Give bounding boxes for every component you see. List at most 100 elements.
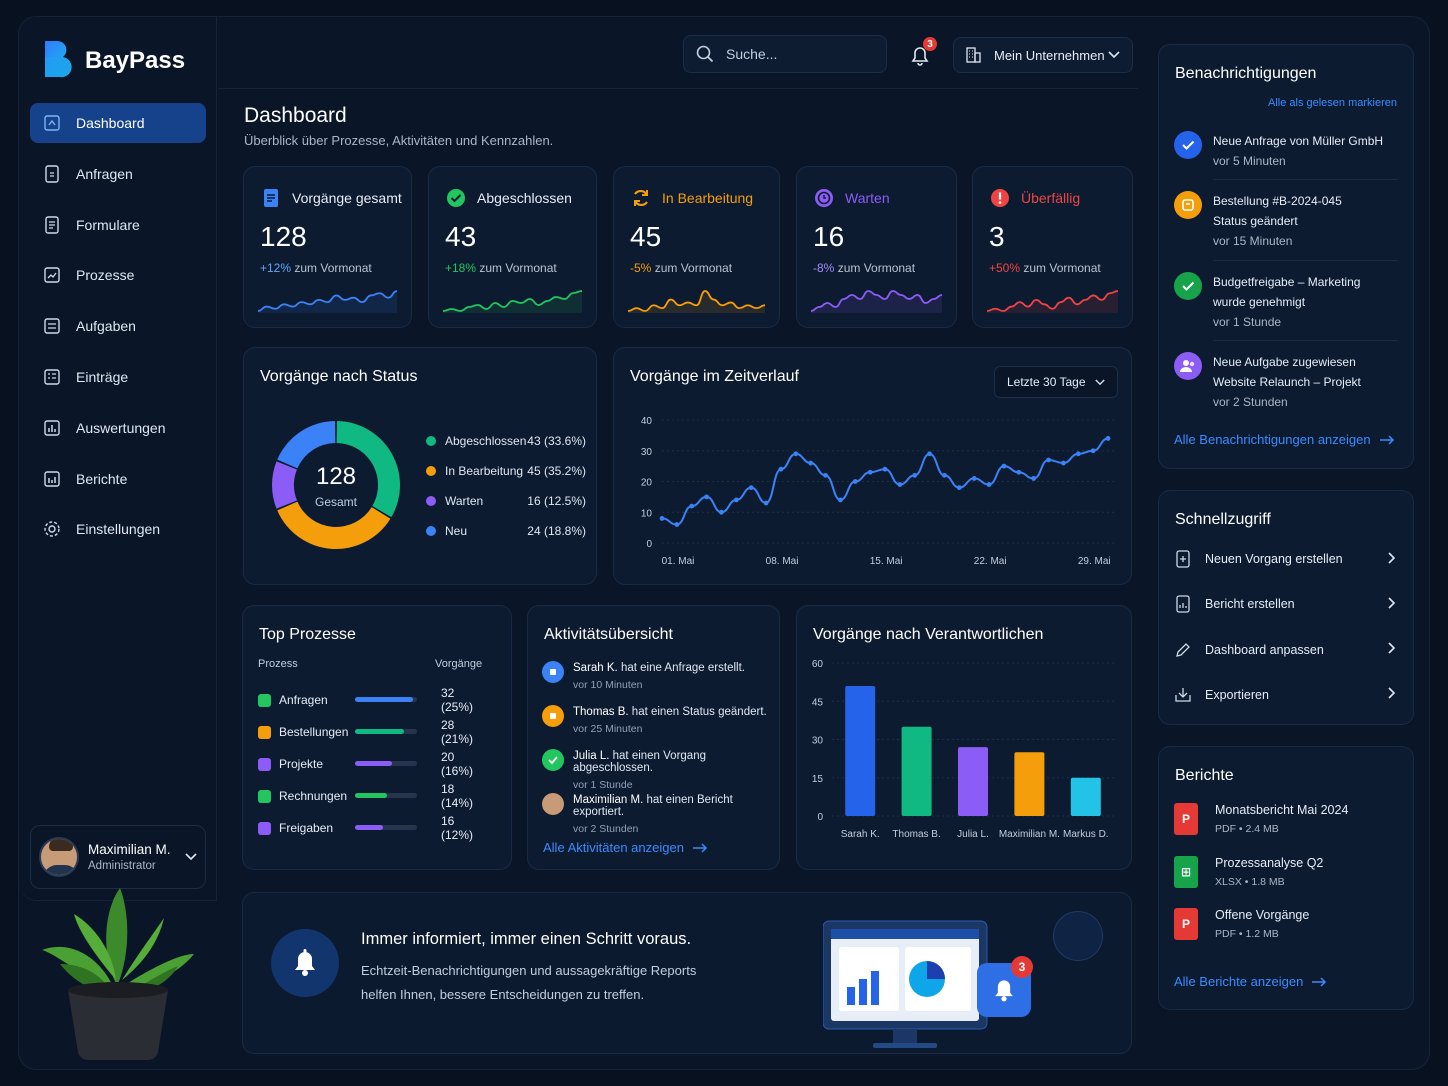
all-notifications-link[interactable]: Alle Benachrichtigungen anzeigen [1174,432,1395,447]
sidebar-item-auswertungen[interactable]: Auswertungen [30,408,206,448]
legend-dot [426,436,436,446]
x-tick-label: 22. Mai [974,556,1007,567]
y-tick-label: 30 [641,447,653,458]
kpi-card-4[interactable]: Warten 16 -8% zum Vormonat [796,166,957,328]
y-tick-label: 30 [812,736,824,747]
kpi-change: +50% zum Vormonat [989,261,1101,275]
timeline-point [763,500,769,506]
kpi-card-1[interactable]: Vorgänge gesamt 128 +12% zum Vormonat [243,166,412,328]
sidebar-item-einstellungen[interactable]: Einstellungen [30,509,206,549]
form-icon [42,215,62,235]
timeline-card-title: Vorgänge im Zeitverlauf [630,368,799,385]
timeline-point [956,485,962,491]
process-icon [258,725,271,739]
table-row[interactable]: Freigaben 16 (12%) [258,814,488,842]
kpi-change-suffix: zum Vormonat [654,261,733,275]
activity-item[interactable]: Maximilian M. hat einen Bericht exportie… [542,793,777,835]
kpi-change-value: -5% [630,261,652,275]
company-selector[interactable]: Mein Unternehmen [953,37,1133,73]
pdf-file-icon: P [1174,908,1198,940]
quick-action-4[interactable]: Exportieren [1174,680,1400,710]
mark-all-read-link[interactable]: Alle als gelesen markieren [1267,97,1397,109]
all-reports-link[interactable]: Alle Berichte anzeigen [1174,974,1327,989]
report-item[interactable]: ⊞ Prozessanalyse Q2 XLSX • 1.8 MB [1174,855,1323,888]
sidebar-item-einträge[interactable]: Einträge [30,357,206,397]
kpi-card-3[interactable]: In Bearbeitung 45 -5% zum Vormonat [613,166,780,328]
legend-dot [426,526,436,536]
process-icon [258,693,271,707]
notification-item[interactable]: Bestellung #B-2024-045 Status geändert vor… [1174,191,1400,251]
report-item[interactable]: P Monatsbericht Mai 2024 PDF • 2.4 MB [1174,803,1348,835]
chevron-right-icon [1388,642,1396,657]
activity-item[interactable]: Sarah K. hat eine Anfrage erstellt. vor 1… [542,661,777,691]
notification-item[interactable]: Neue Anfrage von Müller GmbH vor 5 Minute… [1174,131,1400,171]
kpi-header: Vorgänge gesamt [260,187,402,209]
sparkline-path [443,290,582,312]
quick-action-label: Dashboard anpassen [1205,642,1324,657]
activity-item[interactable]: Julia L. hat einen Vorgang abgeschlossen… [542,749,777,791]
notification-text: Bestellung #B-2024-045 Status geändert vor… [1213,191,1342,251]
kpi-change-value: -8% [813,261,835,275]
quick-action-2[interactable]: Bericht erstellen [1174,589,1400,619]
table-row[interactable]: Bestellungen 28 (21%) [258,718,488,746]
kpi-change-value: +18% [445,261,477,275]
y-tick-label: 0 [646,539,652,550]
table-row[interactable]: Rechnungen 18 (14%) [258,782,488,810]
activity-actor: Julia L. [573,750,610,762]
status-card-title: Vorgänge nach Status [260,368,418,385]
activity-time: vor 2 Stunden [573,823,639,835]
user-menu[interactable]: Maximilian M. Administrator [30,825,206,889]
kpi-header: Überfällig [989,187,1080,209]
sparkline-area [258,291,397,313]
sidebar-item-prozesse[interactable]: Prozesse [30,255,206,295]
kpi-label: Abgeschlossen [477,190,572,206]
chevron-right-icon [1388,551,1396,567]
y-tick-label: 10 [641,508,653,519]
timeline-point [704,494,709,500]
quick-action-3[interactable]: Dashboard anpassen [1174,635,1400,665]
kpi-sparkline [258,290,397,313]
user-role: Administrator [88,860,156,872]
notification-bell[interactable]: 3 [905,37,937,70]
sidebar-item-berichte[interactable]: Berichte [30,459,206,499]
kpi-card-2[interactable]: Abgeschlossen 43 +18% zum Vormonat [428,166,597,328]
activity-item[interactable]: Thomas B. hat einen Status geändert. vor … [542,705,777,735]
divider [1214,260,1398,261]
process-icon [258,757,271,771]
kpi-change: +12% zum Vormonat [260,261,372,275]
bar-julial [958,747,988,816]
kpi-card-5[interactable]: Überfällig 3 +50% zum Vormonat [972,166,1133,328]
notification-count-badge: 3 [923,37,937,51]
users-icon [1174,352,1202,380]
sidebar-item-formulare[interactable]: Formulare [30,205,206,245]
activity-line: Sarah K. hat eine Anfrage erstellt. [573,662,745,674]
all-activities-link[interactable]: Alle Aktivitäten anzeigen [543,840,708,855]
clock-icon [813,187,835,209]
sidebar-item-aufgaben[interactable]: Aufgaben [30,306,206,346]
kpi-value: 43 [445,221,477,252]
report-text: Offene Vorgänge PDF • 1.2 MB [1215,908,1309,940]
x-tick-label: Julia L. [957,829,989,840]
process-bar-fill [355,825,383,830]
quick-action-1[interactable]: Neuen Vorgang erstellen [1174,544,1400,574]
table-row[interactable]: Projekte 20 (16%) [258,750,488,778]
all-activities-label: Alle Aktivitäten anzeigen [543,840,684,855]
sidebar-item-dashboard[interactable]: Dashboard [30,103,206,143]
report-item[interactable]: P Offene Vorgänge PDF • 1.2 MB [1174,908,1309,940]
notification-line: Website Relaunch – Projekt [1213,375,1361,389]
process-bar-fill [355,729,404,734]
legend-value: 24 (18.8%) [527,524,586,538]
timeline-point [971,476,977,481]
report-type: PDF [1215,823,1236,835]
notification-item[interactable]: Budgetfreigabe – Marketing wurde genehmig… [1174,272,1400,332]
search-input[interactable]: Suche... [683,35,887,73]
notification-item[interactable]: Neue Aufgabe zugewiesen Website Relaunch … [1174,352,1400,412]
divider [1214,340,1398,341]
kpi-change-suffix: zum Vormonat [294,261,372,275]
table-row[interactable]: Anfragen 32 (25%) [258,686,488,714]
report-meta: PDF • 1.2 MB [1215,928,1279,940]
check-icon [1174,272,1202,300]
range-select[interactable]: Letzte 30 Tage [994,366,1118,398]
timeline-point [689,503,695,509]
sidebar-item-anfragen[interactable]: Anfragen [30,154,206,194]
